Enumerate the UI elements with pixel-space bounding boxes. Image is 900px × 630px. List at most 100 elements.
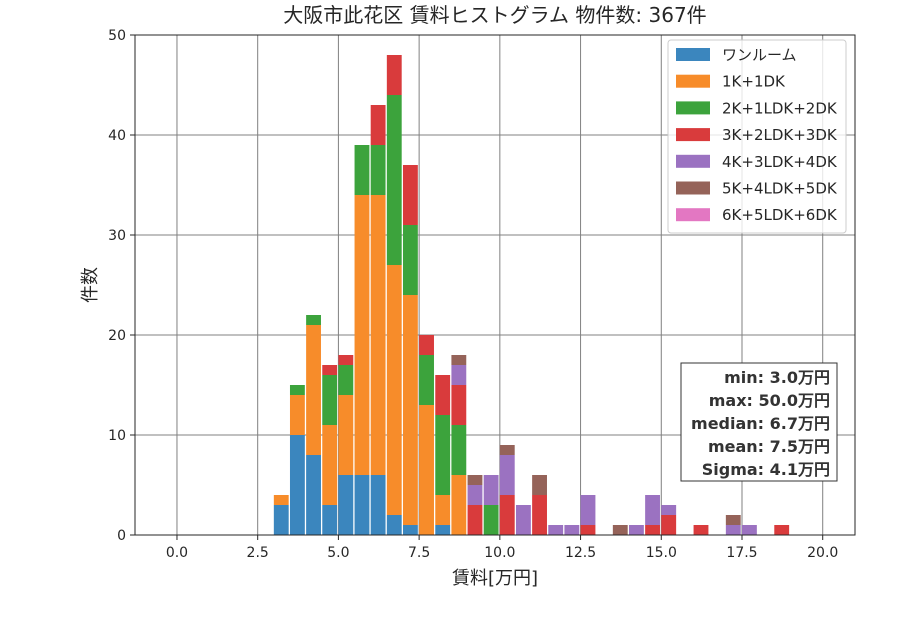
x-tick-label: 15.0 [646, 545, 677, 561]
bar-segment [483, 505, 499, 535]
bar-segment [402, 525, 418, 535]
series-group [451, 355, 741, 535]
bar-segment [725, 515, 741, 525]
bar-segment [532, 495, 547, 535]
bar-segment [435, 525, 451, 535]
bar-segment [467, 475, 483, 485]
y-tick-label: 30 [108, 228, 126, 244]
bar-segment [435, 415, 451, 495]
bar-segment [483, 475, 499, 505]
series-group [273, 195, 467, 535]
bar-segment [419, 335, 434, 355]
bar-segment [289, 435, 305, 535]
bar-segment [499, 445, 515, 455]
bar-segment [306, 455, 321, 535]
legend-swatch [676, 128, 710, 142]
bar-segment [354, 145, 370, 195]
bar-segment [370, 145, 386, 195]
stats-line: median: 6.7万円 [691, 414, 830, 433]
legend-swatch [676, 101, 710, 115]
legend: ワンルーム 1K+1DK 2K+1LDK+2DK 3K+2LDK+3DK 4K+3LDK… [667, 39, 847, 234]
x-tick-label: 5.0 [327, 545, 349, 561]
legend-items: ワンルーム 1K+1DK 2K+1LDK+2DK 3K+2LDK+3DK 4K+3LDK… [676, 46, 838, 224]
stats-line: max: 50.0万円 [709, 391, 830, 410]
x-tick-label: 12.5 [565, 545, 596, 561]
x-tick-label: 7.5 [408, 545, 430, 561]
bar-segment [548, 525, 564, 535]
bar-segment [370, 475, 386, 535]
x-axis-label: 賃料[万円] [452, 568, 538, 589]
bar-segment [402, 165, 418, 225]
y-axis-ticks: 0 10 20 30 40 50 [108, 28, 135, 544]
bar-segment [451, 365, 467, 385]
bar-segment [580, 525, 596, 535]
stats-line: min: 3.0万円 [724, 368, 830, 387]
legend-label: 2K+1LDK+2DK [722, 99, 838, 117]
bar-segment [580, 495, 596, 525]
bar-segment [386, 55, 402, 95]
bar-segment [322, 365, 338, 375]
bar-segment [532, 475, 547, 495]
bar-segment [289, 385, 305, 395]
series-group [451, 365, 757, 535]
stats-lines: min: 3.0万円 max: 50.0万円 median: 6.7万円 mean: … [691, 368, 830, 479]
bar-segment [564, 525, 580, 535]
legend-swatch [676, 74, 710, 88]
y-tick-label: 0 [117, 528, 126, 544]
bar-segment [693, 525, 709, 535]
bar-series-group [273, 55, 790, 535]
bar-segment [273, 495, 289, 505]
legend-box [667, 39, 847, 234]
bar-segment [354, 475, 370, 535]
bar-segment [386, 265, 402, 515]
bar-segment [289, 395, 305, 435]
bar-segment [402, 295, 418, 525]
bar-segment [774, 525, 790, 535]
bar-segment [451, 355, 467, 365]
legend-swatch [676, 154, 710, 168]
bar-segment [499, 455, 515, 495]
x-axis-ticks: 0.0 2.5 5.0 7.5 10.0 12.5 15.0 17.5 20.0 [166, 535, 838, 561]
bar-segment [338, 355, 354, 365]
x-tick-label: 0.0 [166, 545, 188, 561]
bar-segment [338, 395, 354, 475]
legend-label: 6K+5LDK+6DK [722, 206, 838, 224]
y-axis-label: 件数 [80, 267, 101, 303]
bar-segment [628, 525, 644, 535]
bar-segment [338, 475, 354, 535]
legend-label: 5K+4LDK+5DK [722, 180, 838, 198]
x-tick-label: 17.5 [726, 545, 757, 561]
bar-segment [451, 425, 467, 475]
y-tick-label: 40 [108, 128, 126, 144]
bar-segment [645, 495, 660, 525]
x-tick-label: 2.5 [247, 545, 269, 561]
bar-segment [370, 195, 386, 475]
bar-segment [515, 505, 531, 535]
legend-label: 4K+3LDK+4DK [722, 153, 838, 171]
bar-segment [419, 355, 434, 405]
bar-segment [386, 95, 402, 265]
plot-frame [134, 34, 856, 536]
y-tick-label: 10 [108, 428, 126, 444]
stats-line: mean: 7.5万円 [708, 437, 830, 456]
y-tick-label: 50 [108, 28, 126, 44]
bar-segment [402, 225, 418, 295]
series-group [273, 435, 451, 535]
series-group [289, 95, 499, 535]
bar-segment [725, 525, 741, 535]
bar-segment [661, 505, 677, 515]
bar-segment [435, 375, 451, 415]
chart-title: 大阪市此花区 賃料ヒストグラム 物件数: 367件 [283, 3, 706, 27]
legend-swatch [676, 208, 710, 222]
legend-label: 1K+1DK [722, 73, 786, 91]
bar-segment [273, 505, 289, 535]
series-group [322, 55, 790, 535]
legend-swatch [676, 181, 710, 195]
bar-segment [386, 515, 402, 535]
bar-segment [645, 525, 660, 535]
legend-label: 3K+2LDK+3DK [722, 126, 838, 144]
bar-segment [612, 525, 628, 535]
bar-segment [451, 475, 467, 535]
